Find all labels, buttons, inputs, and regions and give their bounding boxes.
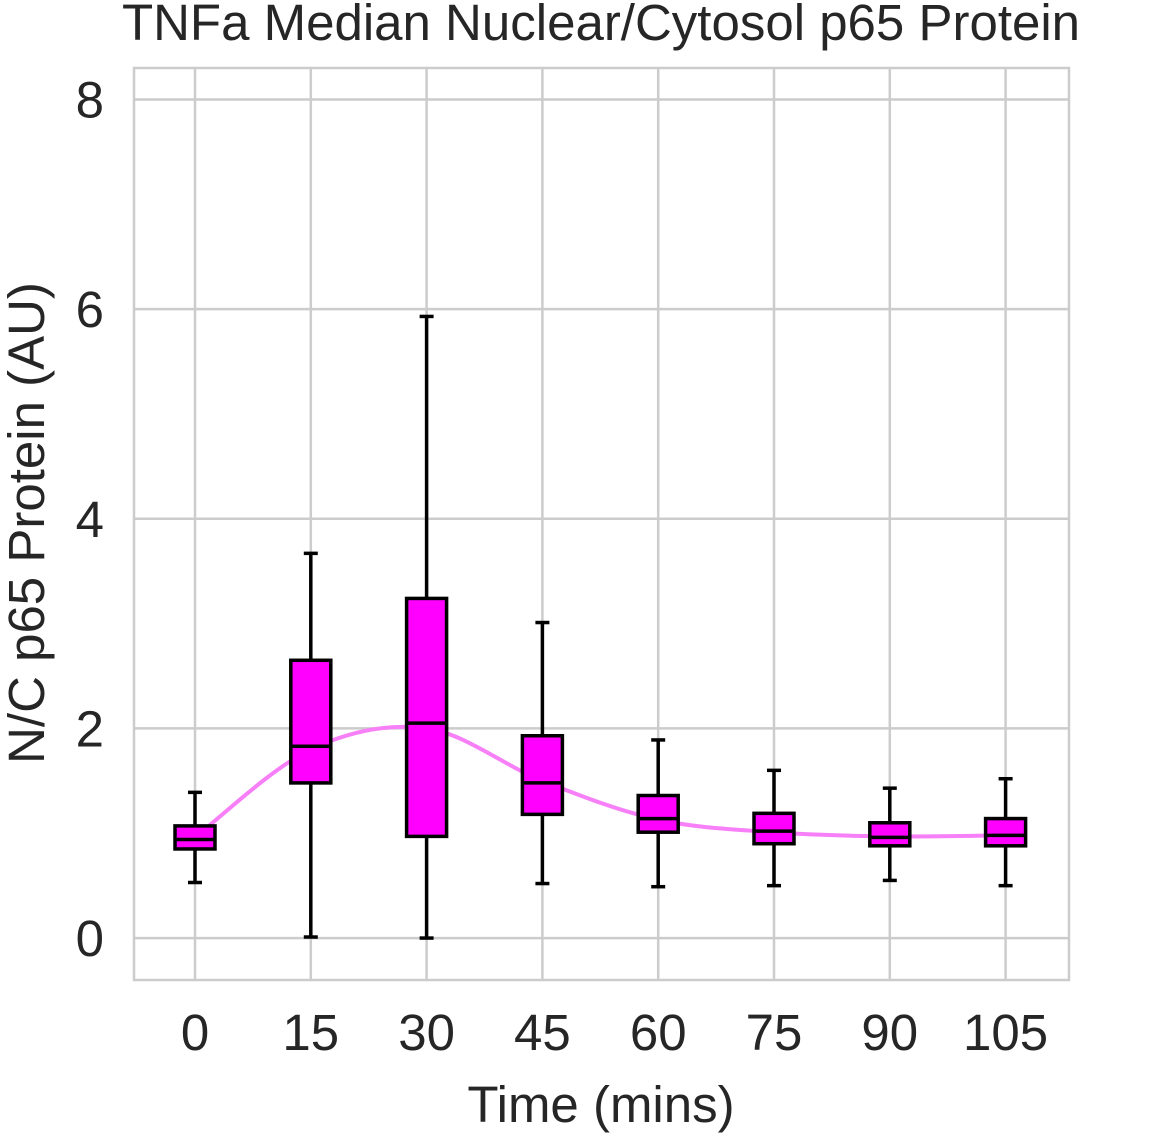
x-axis-label: Time (mins) [467,1076,734,1133]
box-75 [752,768,796,888]
x-tick-label: 45 [514,1004,571,1061]
x-tick-label: 90 [861,1004,918,1061]
box-layer [173,314,1028,940]
plot-frame [132,66,1071,982]
grid-layer [134,68,1069,980]
y-tick-label: 4 [76,491,104,548]
iqr-box [868,821,912,848]
x-tick-label: 75 [746,1004,803,1061]
box-45 [520,620,565,886]
iqr-box [752,811,796,846]
box-15 [289,551,333,939]
y-tick-label: 0 [76,910,104,967]
tick-layer: 0 2 4 6 8 0 15 30 45 60 75 90 105 [76,71,1049,1061]
iqr-box [636,793,680,834]
box-105 [983,776,1028,888]
iqr-box [404,596,449,839]
x-tick-label: 60 [630,1004,687,1061]
iqr-box [173,824,217,851]
x-tick-label: 15 [282,1004,339,1061]
x-tick-label: 0 [181,1004,209,1061]
box-30 [404,314,449,940]
x-tick-label: 30 [398,1004,455,1061]
box-0 [173,790,217,885]
y-tick-label: 6 [76,281,104,338]
y-tick-label: 8 [76,71,104,128]
box-90 [868,786,912,883]
iqr-box [289,658,333,785]
iqr-box [983,816,1028,848]
iqr-box [520,734,565,817]
box-60 [636,738,680,889]
y-axis-label: N/C p65 Protein (AU) [0,282,55,764]
chart-title: TNFa Median Nuclear/Cytosol p65 Protein [122,0,1080,51]
y-tick-label: 2 [76,700,104,757]
x-tick-label: 105 [963,1004,1048,1061]
